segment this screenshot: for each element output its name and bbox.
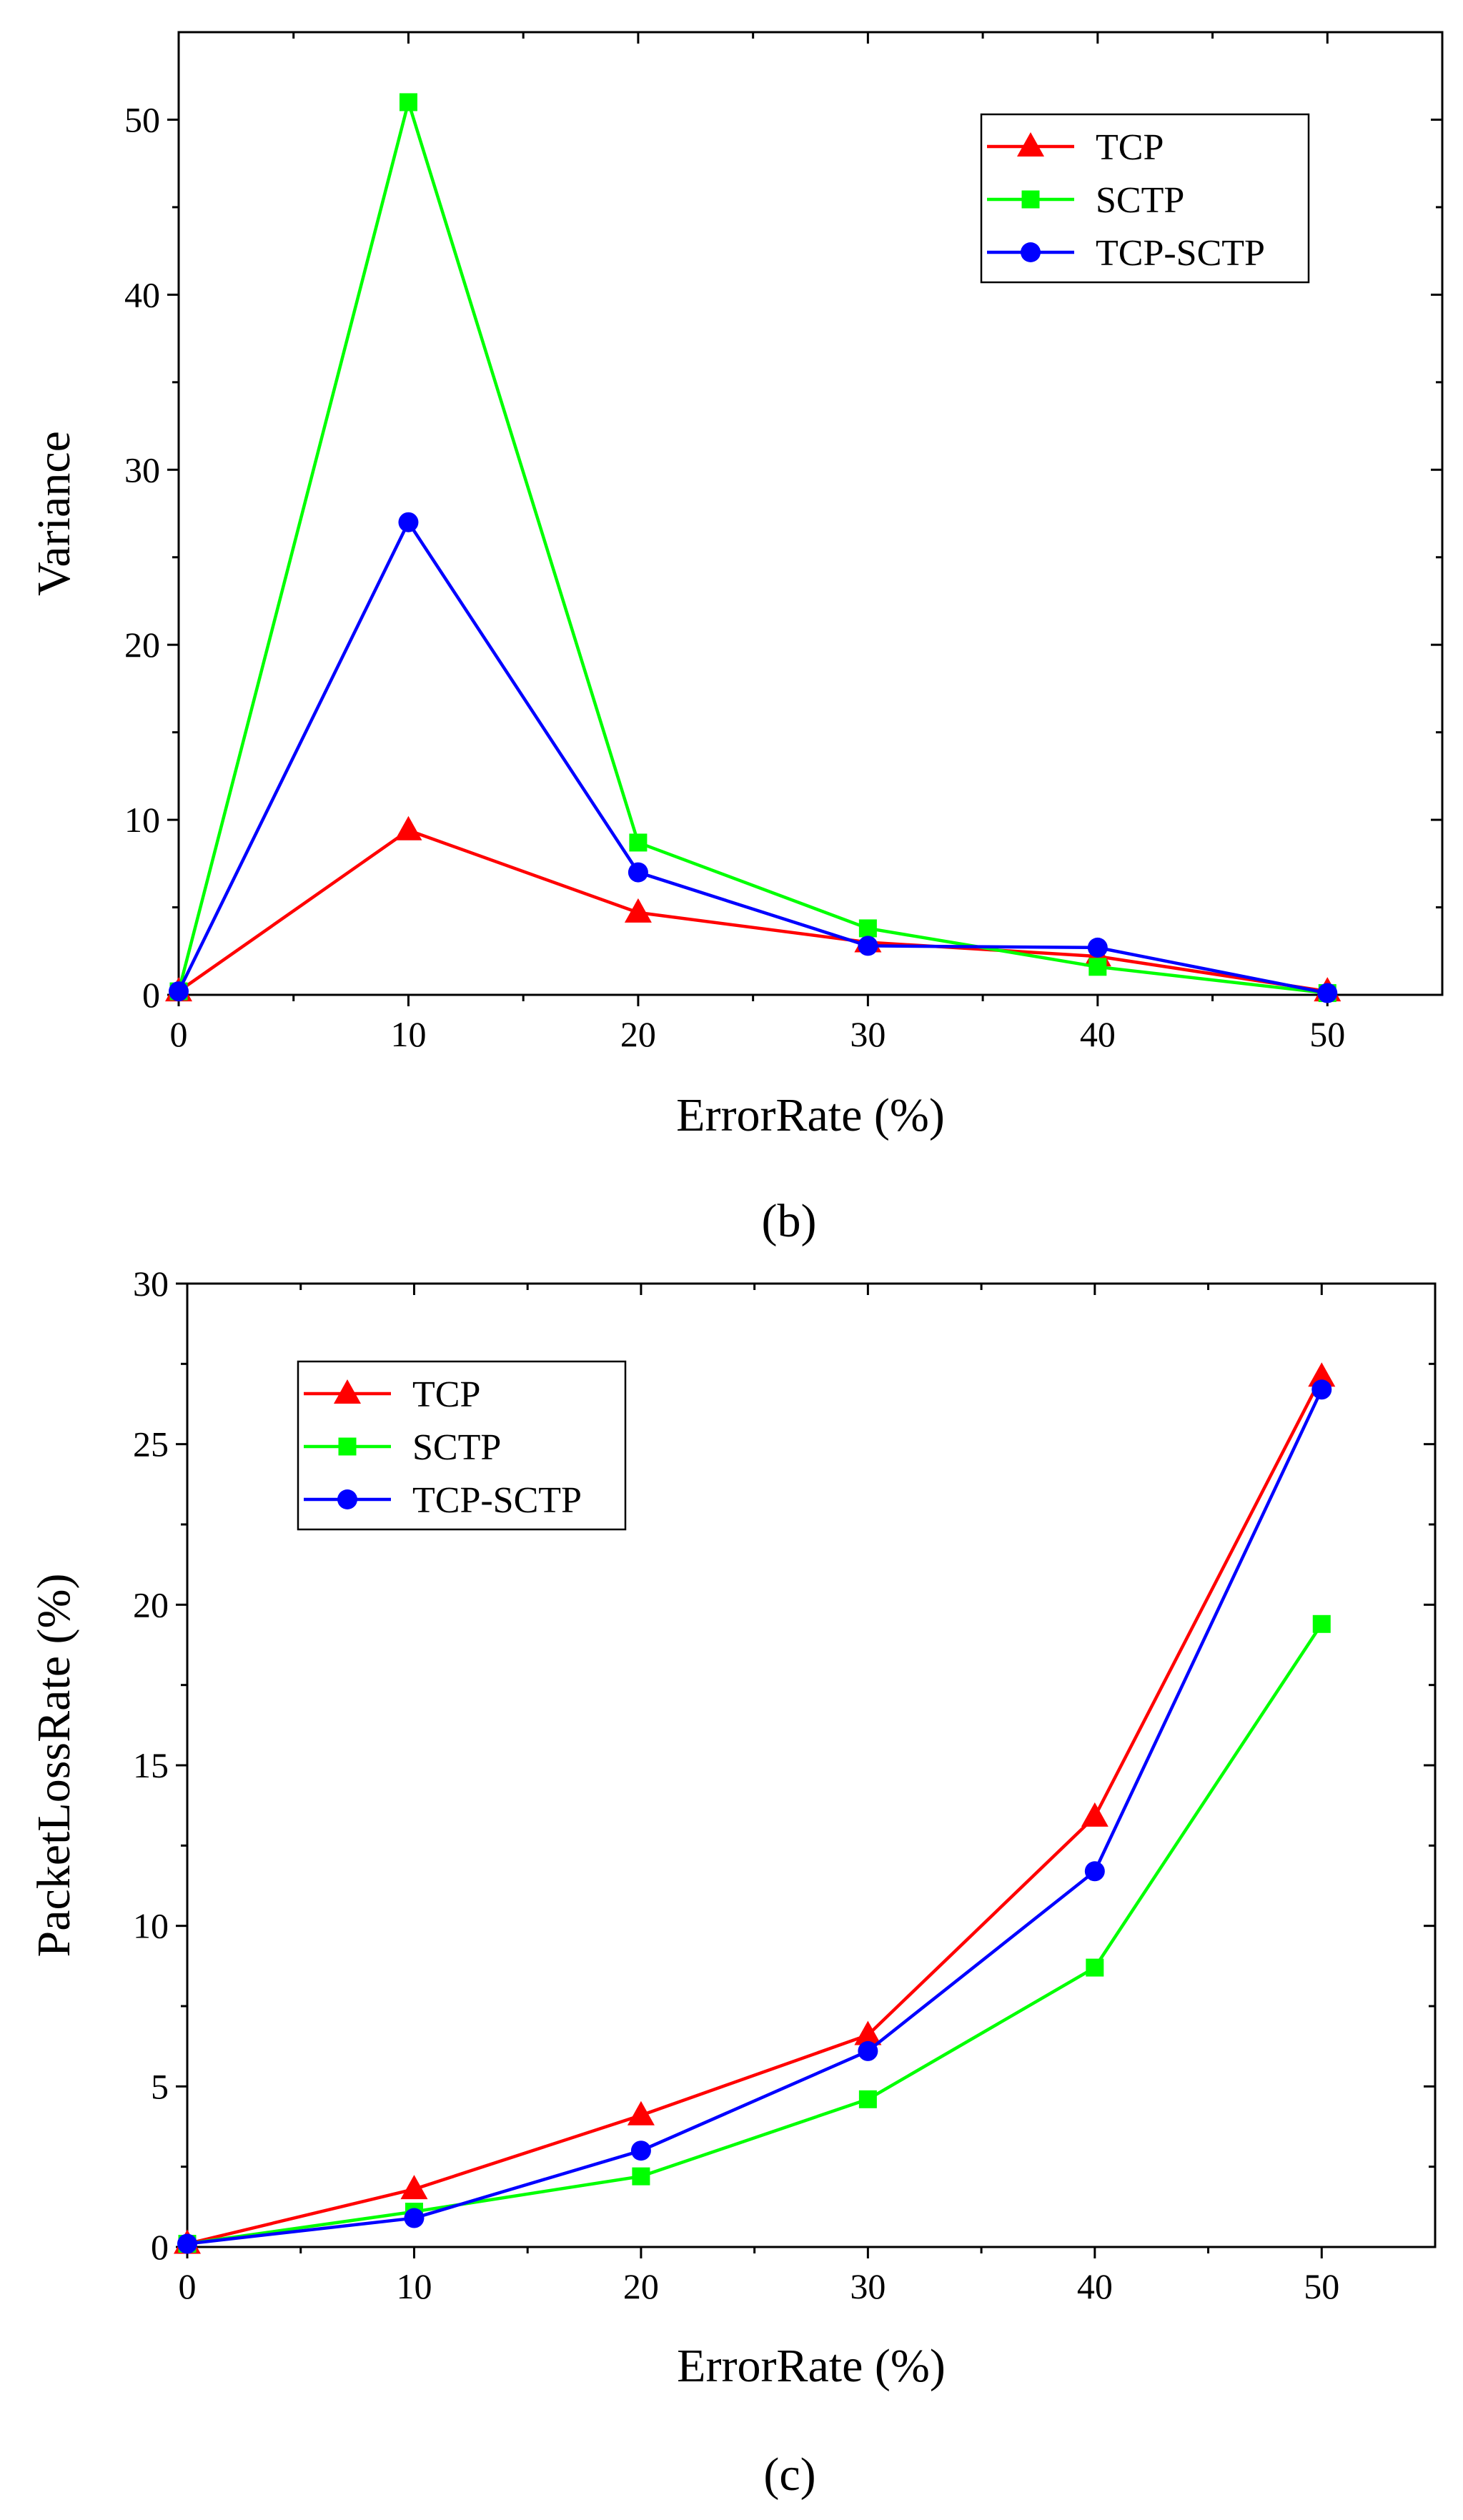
series-tcp — [174, 1362, 1336, 2254]
data-point — [1084, 1861, 1105, 1882]
y-tick-label: 10 — [124, 800, 160, 840]
data-point — [858, 2090, 877, 2108]
series-line — [187, 1623, 1324, 2246]
legend: TCP SCTP TCP-SCTP — [297, 1360, 627, 1531]
data-point — [1087, 937, 1108, 958]
series-tcp-sctp — [177, 1379, 1332, 2254]
y-tick-label: 5 — [151, 2066, 169, 2106]
data-point — [404, 2208, 425, 2228]
data-point — [854, 2020, 882, 2045]
data-point — [1081, 1802, 1109, 1827]
y-tick-label: 15 — [133, 1745, 169, 1785]
legend-marker — [338, 1437, 357, 1456]
legend-item-sctp: SCTP — [304, 1427, 501, 1468]
x-tick-label: 40 — [1080, 1014, 1116, 1054]
y-axis-title: Variance — [28, 431, 80, 596]
y-axis-title: PacketLossRate (%) — [28, 1574, 80, 1958]
panel-label: (b) — [762, 1195, 817, 1247]
data-point — [858, 2040, 878, 2061]
data-point — [1086, 1958, 1104, 1977]
y-tick-label: 0 — [151, 2227, 169, 2267]
legend-label: TCP — [412, 1374, 480, 1415]
legend-label: SCTP — [412, 1427, 501, 1468]
x-tick-label: 10 — [390, 1014, 426, 1054]
y-tick-label: 50 — [124, 99, 160, 139]
x-tick-label: 20 — [620, 1014, 656, 1054]
x-tick-label: 50 — [1309, 1014, 1345, 1054]
plot-frame — [177, 31, 1444, 996]
x-tick-label: 20 — [623, 2266, 659, 2306]
y-tick-label: 20 — [133, 1584, 169, 1624]
x-axis-title: ErrorRate (%) — [676, 1089, 945, 1141]
data-point — [630, 2140, 651, 2161]
data-point — [399, 93, 417, 111]
legend-item-tcp-sctp: TCP-SCTP — [987, 233, 1265, 274]
data-point — [1088, 958, 1107, 976]
series-tcp-sctp — [169, 512, 1338, 1003]
x-tick-label: 0 — [170, 1014, 188, 1054]
x-axis-title: ErrorRate (%) — [677, 2340, 946, 2392]
chart-b: 0 10 20 30 40 50 0 10 20 30 40 50 ErrorRate (%) Varia… — [28, 31, 1444, 1247]
series-line — [177, 828, 1328, 993]
legend-marker — [1017, 132, 1044, 157]
data-point — [169, 981, 189, 1002]
data-point — [628, 862, 648, 883]
legend-label: TCP-SCTP — [412, 1480, 582, 1521]
data-point — [629, 833, 648, 852]
y-tick-label: 10 — [133, 1906, 169, 1946]
legend-item-tcp-sctp: TCP-SCTP — [304, 1480, 582, 1521]
x-tick-label: 10 — [396, 2266, 432, 2306]
y-tick-label: 30 — [133, 1264, 169, 1304]
y-tick-label: 30 — [124, 450, 160, 490]
series-line — [177, 100, 1328, 995]
y-tick-label: 40 — [124, 274, 160, 314]
series-sctp — [178, 1614, 1331, 2253]
series-line — [177, 520, 1328, 995]
legend-label: TCP — [1096, 127, 1164, 168]
chart-c: 0 10 20 30 40 50 0 5 10 15 20 25 30 ErrorRate (%) Pack… — [28, 1264, 1437, 2501]
legend-label: SCTP — [1096, 180, 1184, 221]
legend-label: TCP-SCTP — [1096, 233, 1265, 274]
legend-item-tcp: TCP — [304, 1374, 480, 1415]
x-tick-label: 0 — [179, 2266, 197, 2306]
data-point — [398, 512, 419, 532]
y-tick-label: 0 — [142, 975, 160, 1015]
legend-marker — [1021, 190, 1040, 209]
x-tick-label: 30 — [850, 1014, 886, 1054]
data-point — [177, 2233, 197, 2254]
data-point — [624, 898, 652, 923]
series-line — [187, 1389, 1324, 2246]
series-line — [187, 1376, 1324, 2246]
legend-item-tcp: TCP — [987, 127, 1164, 168]
data-point — [395, 815, 422, 840]
data-point — [1317, 983, 1338, 1003]
legend-marker — [337, 1489, 357, 1509]
data-point — [632, 2167, 650, 2186]
x-tick-label: 30 — [850, 2266, 886, 2306]
data-point — [858, 919, 877, 938]
data-point — [1308, 1362, 1336, 1387]
data-point — [400, 2175, 428, 2200]
x-tick-label: 50 — [1304, 2266, 1339, 2306]
panel-label: (c) — [763, 2449, 815, 2501]
y-tick-label: 20 — [124, 625, 160, 665]
data-point — [1311, 1379, 1332, 1400]
legend-item-sctp: SCTP — [987, 180, 1184, 221]
data-point — [627, 2100, 655, 2125]
x-tick-label: 40 — [1077, 2266, 1113, 2306]
legend: TCP SCTP TCP-SCTP — [980, 113, 1310, 284]
y-tick-label: 25 — [133, 1424, 169, 1464]
data-point — [858, 936, 878, 956]
legend-marker — [334, 1379, 361, 1404]
legend-marker — [1021, 242, 1041, 262]
data-point — [1312, 1614, 1331, 1633]
